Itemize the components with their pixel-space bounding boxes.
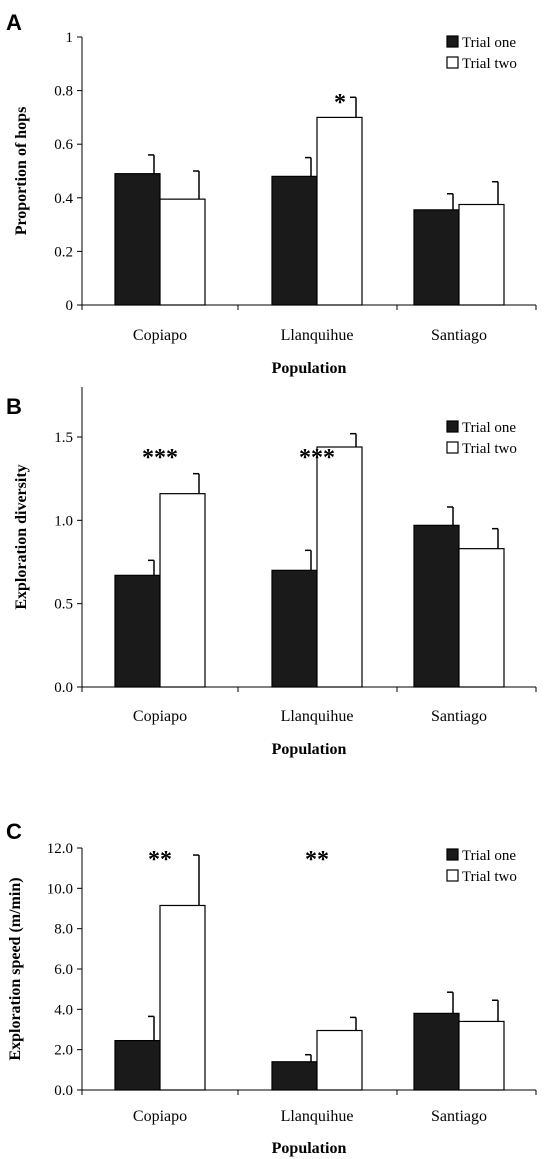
bar-trial-one-copiapo (114, 1039, 161, 1091)
y-tick-label: 0.0 (54, 1083, 73, 1099)
x-tick-label-santiago: Santiago (431, 1108, 487, 1125)
y-tick-label: 0.6 (54, 137, 73, 153)
x-tick-label-santiago: Santiago (431, 327, 487, 344)
x-tick-label-copiapo: Copiapo (133, 708, 187, 725)
y-tick-label: 0.8 (54, 84, 73, 100)
x-tick-label-llanquihue: Llanquihue (281, 708, 354, 725)
y-axis-title: Exploration diversity (13, 464, 30, 609)
panel-letter: A (6, 10, 22, 35)
bar-trial-one-santiago (413, 1012, 460, 1091)
y-tick-label: 4.0 (54, 1002, 73, 1018)
chart-panel-c: C 0.0 2.0 4.0 6.0 8.0 10.0 12.0 Copiapo ** Llanqui… (6, 819, 537, 1157)
legend-swatch-trial-one (446, 35, 459, 48)
y-tick-label: 8.0 (54, 922, 73, 938)
bar-trial-one-copiapo (114, 173, 161, 306)
significance-marker: ** (148, 847, 172, 873)
chart-panel-b: B 0.0 0.5 1.0 1.5 Copiapo *** Llanquihue *** Sant… (6, 387, 537, 758)
y-tick-label: 0 (66, 298, 74, 314)
bar-trial-one-llanquihue (271, 1061, 318, 1091)
legend-swatch-trial-two (446, 441, 459, 454)
y-tick-label: 0.4 (54, 191, 73, 207)
legend-swatch-trial-one (446, 420, 459, 433)
bar-trial-two-copiapo (159, 904, 206, 1091)
y-tick-label: 0.2 (54, 244, 73, 260)
bar-trial-two-santiago (458, 203, 505, 306)
significance-marker: *** (299, 445, 335, 471)
legend-swatch-trial-two (446, 869, 459, 882)
chart-panel-a: A 0 0.2 0.4 0.6 0.8 1 Copiapo Llanquihue * Santiag… (6, 10, 537, 377)
bar-trial-two-santiago (458, 1020, 505, 1091)
bar-trial-two-llanquihue (316, 1029, 363, 1091)
legend-label-trial-one: Trial one (462, 848, 516, 864)
y-tick-label: 6.0 (54, 962, 73, 978)
panel-letter: C (6, 819, 22, 844)
x-axis-title: Population (272, 1140, 347, 1157)
legend-label-trial-two: Trial two (462, 441, 517, 457)
bar-trial-one-santiago (413, 524, 460, 688)
significance-marker: *** (142, 445, 178, 471)
legend-label-trial-one: Trial one (462, 35, 516, 51)
significance-marker: * (334, 90, 346, 116)
bar-trial-two-llanquihue (316, 116, 363, 306)
legend-label-trial-two: Trial two (462, 56, 517, 72)
significance-marker: ** (305, 847, 329, 873)
legend: Trial one Trial two (446, 848, 517, 885)
bar-trial-one-llanquihue (271, 175, 318, 306)
x-tick-label-copiapo: Copiapo (133, 327, 187, 344)
x-tick-label-copiapo: Copiapo (133, 1108, 187, 1125)
legend-swatch-trial-one (446, 848, 459, 861)
bar-trial-two-copiapo (159, 198, 206, 306)
y-tick-label: 1.0 (54, 513, 73, 529)
y-tick-label: 0.5 (54, 597, 73, 613)
x-axis-title: Population (272, 741, 347, 758)
legend-label-trial-two: Trial two (462, 869, 517, 885)
x-tick-label-santiago: Santiago (431, 708, 487, 725)
y-axis-title: Proportion of hops (13, 107, 30, 236)
y-tick-label: 12.0 (47, 841, 73, 857)
legend: Trial one Trial two (446, 420, 517, 457)
y-tick-label: 0.0 (54, 680, 73, 696)
legend-swatch-trial-two (446, 56, 459, 69)
y-tick-label: 10.0 (47, 881, 73, 897)
bar-trial-two-copiapo (159, 493, 206, 688)
bar-trial-two-santiago (458, 548, 505, 688)
y-tick-label: 1 (66, 30, 74, 46)
bar-trial-one-santiago (413, 209, 460, 306)
legend: Trial one Trial two (446, 35, 517, 72)
bar-trial-one-llanquihue (271, 569, 318, 688)
panel-letter: B (6, 394, 22, 419)
bar-trial-one-copiapo (114, 574, 161, 688)
y-tick-label: 2.0 (54, 1043, 73, 1059)
y-tick-label: 1.5 (54, 430, 73, 446)
y-axis-title: Exploration speed (m/min) (7, 877, 24, 1060)
x-tick-label-llanquihue: Llanquihue (281, 1108, 354, 1125)
legend-label-trial-one: Trial one (462, 420, 516, 436)
x-axis-title: Population (272, 360, 347, 377)
bar-trial-two-llanquihue (316, 446, 363, 688)
x-tick-label-llanquihue: Llanquihue (281, 327, 354, 344)
